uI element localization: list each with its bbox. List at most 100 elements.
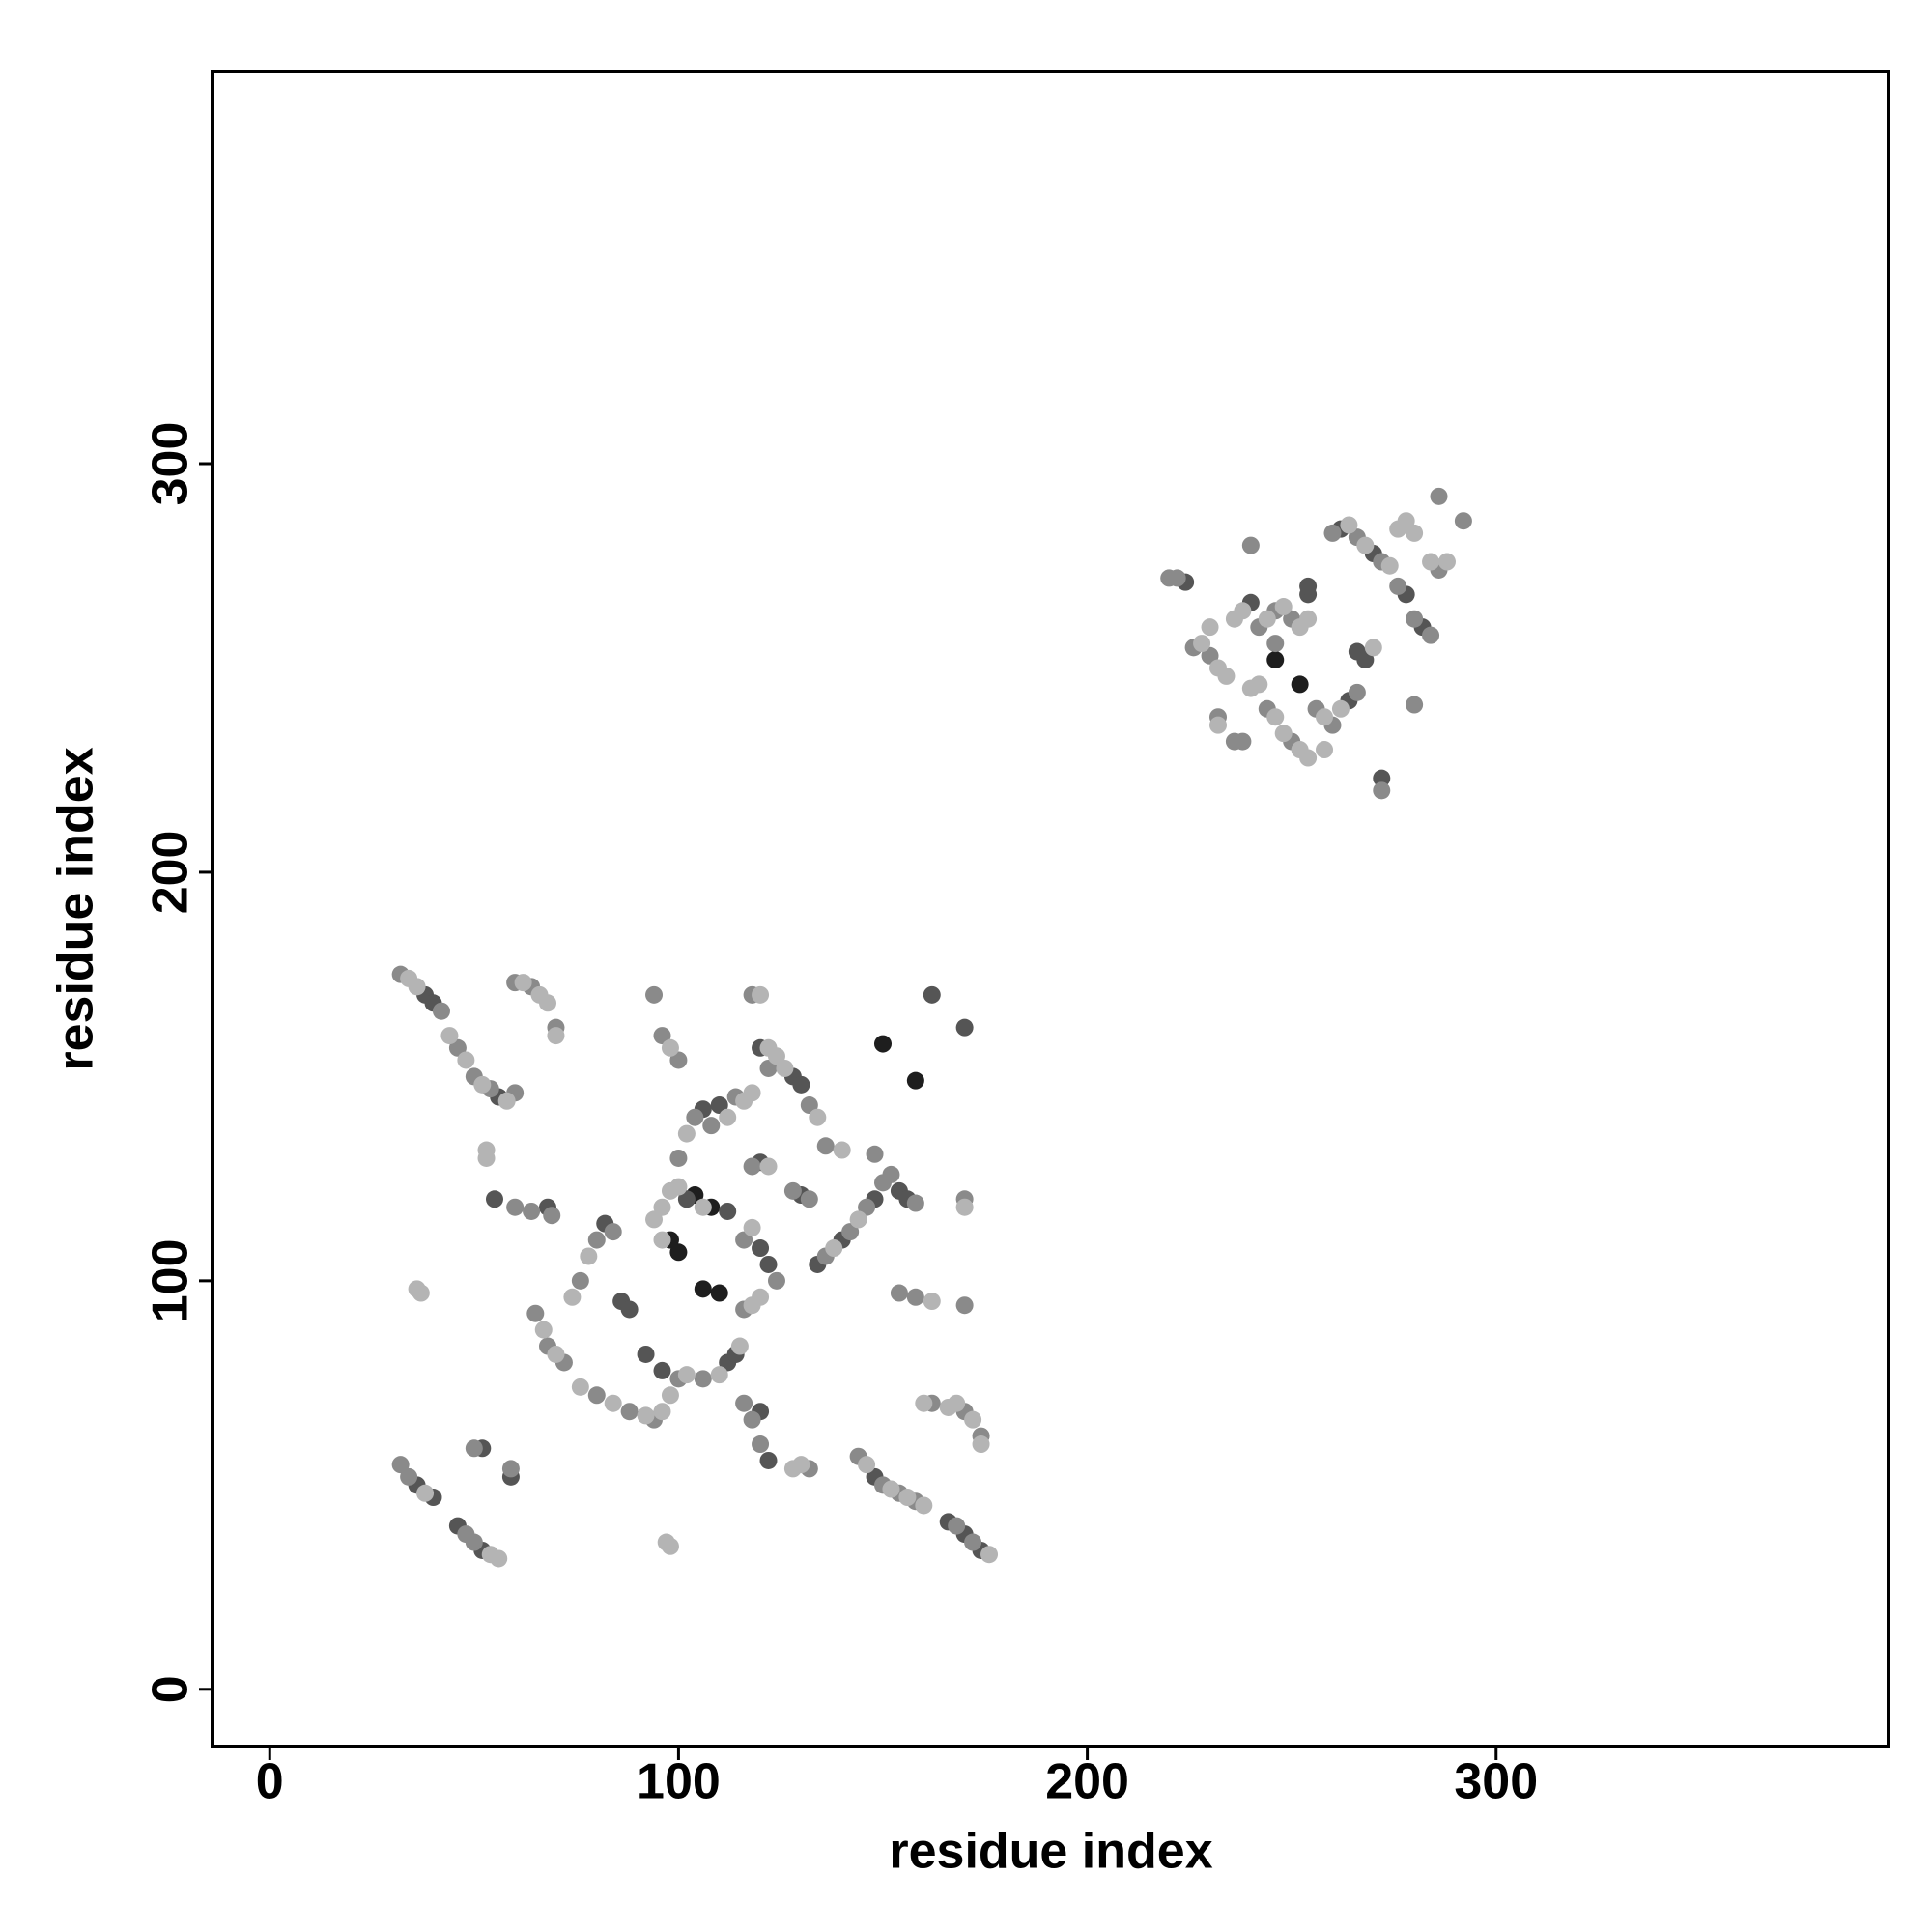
point [1274,724,1293,743]
point [874,1035,892,1053]
point [964,1533,982,1551]
point [1299,577,1318,595]
point [514,974,532,992]
point [473,1075,492,1094]
point [923,1293,941,1311]
point [1266,708,1285,726]
point [1422,553,1440,571]
point [1201,618,1219,637]
point [759,1255,778,1273]
point [800,1190,818,1208]
point [412,1284,430,1302]
point [1299,749,1318,767]
point [637,1406,655,1425]
point [539,994,556,1012]
point [800,1096,818,1115]
point [776,1059,794,1077]
point [841,1223,860,1241]
point [1266,635,1285,653]
point [465,1533,483,1551]
point [743,1084,761,1102]
point [523,1202,541,1220]
point [448,1038,467,1057]
point [677,1190,696,1208]
point [792,1456,810,1474]
point [485,1190,503,1208]
point [1323,524,1342,542]
point [915,1496,933,1515]
point [1422,626,1440,644]
point [702,1117,721,1135]
point [825,1239,843,1258]
point [1316,708,1334,726]
point [1389,577,1407,595]
point [677,1124,696,1143]
point [898,1489,917,1507]
point [440,1027,459,1045]
point [1291,675,1309,694]
point [858,1198,876,1216]
point [571,1271,589,1290]
point [534,1321,553,1339]
point [604,1223,622,1241]
point [661,1038,679,1057]
point [637,1345,655,1363]
point [1340,516,1358,534]
point [1266,651,1285,669]
point [400,1467,418,1486]
x-tick-label: 300 [1454,1754,1538,1810]
point [1316,741,1334,759]
x-tick-label: 0 [256,1754,284,1810]
point [735,1394,753,1412]
point [890,1284,908,1302]
point [1406,696,1424,714]
point [730,1337,749,1355]
point [948,1394,966,1412]
plot-frame [211,70,1890,1748]
x-tick-label: 100 [637,1754,721,1810]
point [1201,646,1219,665]
point [391,1456,410,1474]
point [710,1366,728,1384]
point [1356,651,1375,669]
y-tick-label: 0 [143,1675,199,1703]
point [1373,781,1391,800]
point [645,985,664,1004]
point [1397,512,1415,530]
y-tick-label: 300 [143,422,199,506]
point [669,1149,688,1167]
x-tick-label: 200 [1045,1754,1129,1810]
point [661,1537,679,1555]
point [1193,635,1211,653]
point [1234,602,1252,620]
point [1168,569,1186,587]
point [735,1231,753,1249]
point [906,1288,924,1306]
point [1380,556,1399,575]
point [620,1403,639,1421]
point [719,1202,737,1220]
point [767,1271,785,1290]
point [1373,769,1391,787]
point [1348,683,1366,701]
point [743,1157,761,1176]
point [743,1410,761,1429]
point [743,1218,761,1236]
point [669,1243,688,1262]
point [653,1027,671,1045]
point [719,1108,737,1126]
point [809,1108,827,1126]
point [580,1247,598,1265]
y-axis-label: residue index [48,747,104,1070]
point [752,985,770,1004]
point [432,1002,450,1020]
point [490,1549,508,1568]
point [669,1051,688,1069]
point [1364,639,1382,657]
point [1217,667,1236,685]
point [457,1051,475,1069]
point [563,1288,582,1306]
y-tick-label: 200 [143,831,199,915]
point [972,1435,990,1454]
